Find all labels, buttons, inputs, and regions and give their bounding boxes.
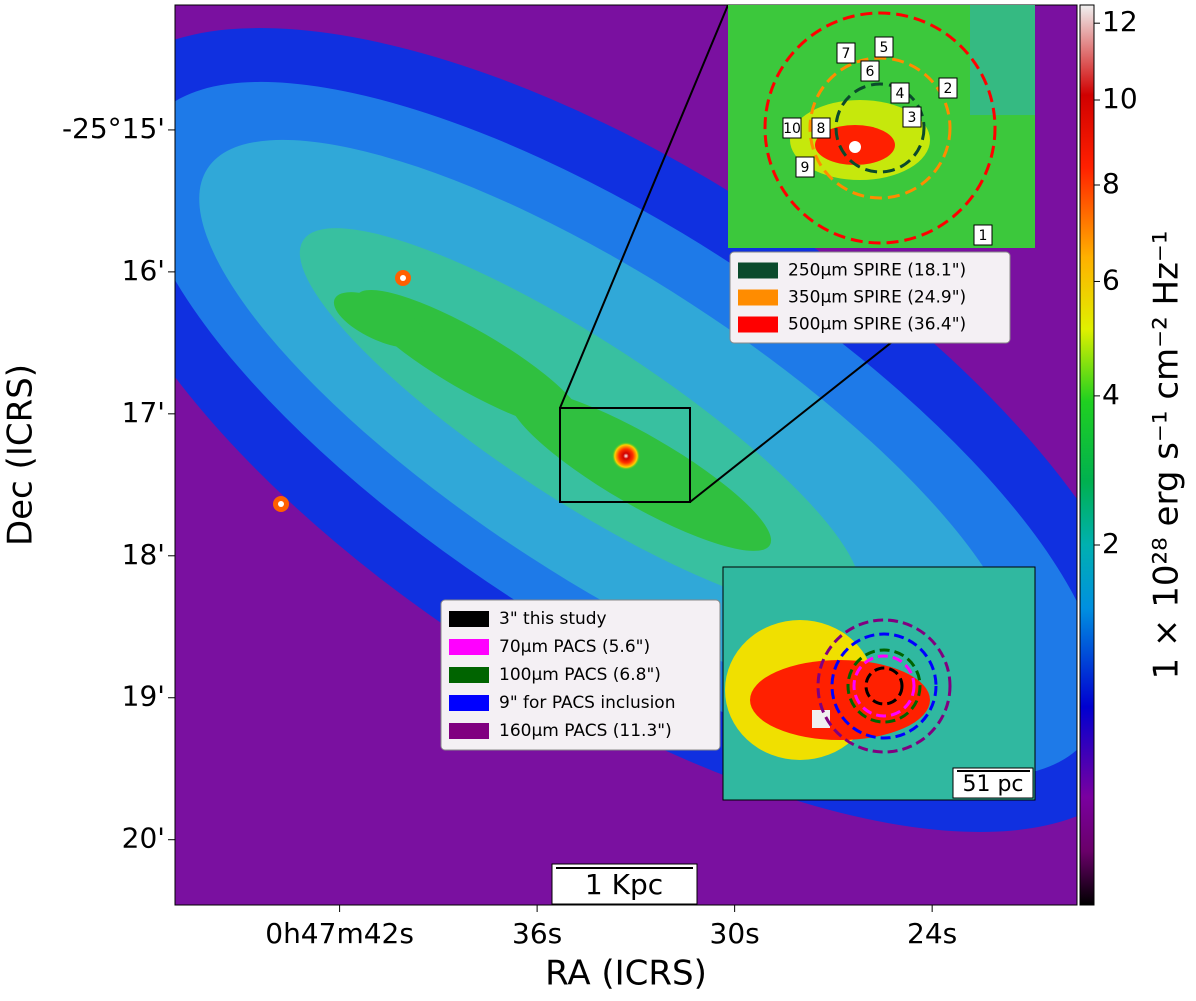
source-label-box <box>938 77 958 99</box>
legend-swatch <box>738 316 778 333</box>
beam-circle <box>834 82 926 174</box>
source-label: 8 <box>817 121 826 137</box>
source-label: 2 <box>944 81 953 97</box>
source-label: 3 <box>908 110 917 126</box>
x-tick-label: 36s <box>512 917 562 950</box>
colorbar-tick-label: 12 <box>1102 5 1138 38</box>
source-label: 5 <box>880 40 889 56</box>
zoom-line <box>559 4 729 409</box>
x-axis-label: RA (ICRS) <box>545 954 707 994</box>
beam-circle <box>830 632 938 740</box>
zoom-box <box>559 407 691 503</box>
source-label-box <box>973 224 993 246</box>
legend-swatch <box>449 639 489 655</box>
beam-circle <box>763 11 997 245</box>
legend-box <box>440 599 721 751</box>
beam-circle <box>816 618 952 754</box>
y-tick-label: -25°15' <box>62 112 165 145</box>
source-label: 7 <box>842 46 851 62</box>
y-tick-label: 18' <box>122 538 165 571</box>
x-tick-label: 30s <box>710 917 760 950</box>
legend-label: 350µm SPIRE (24.9") <box>788 288 966 308</box>
legend-label: 500µm SPIRE (36.4") <box>788 315 966 335</box>
inset-scale-bar-box <box>952 767 1034 799</box>
colorbar-tick-label: 10 <box>1102 82 1138 115</box>
y-tick-label: 20' <box>122 822 165 855</box>
y-axis-label: Dec (ICRS) <box>1 364 41 546</box>
inset-scale-bar-label: 51 pc <box>962 772 1023 797</box>
legend-swatch <box>449 611 489 627</box>
colorbar-tick-label: 4 <box>1102 378 1120 411</box>
inset-pacs <box>722 566 1036 801</box>
colorbar-tick-label: 2 <box>1102 527 1120 560</box>
y-tick-label: 17' <box>122 396 165 429</box>
source-label-box <box>811 117 831 139</box>
beam-circle <box>864 666 904 706</box>
source-label-box <box>902 106 922 128</box>
colorbar-tick-label: 8 <box>1102 167 1120 200</box>
beam-circle <box>808 56 952 200</box>
legend-swatch <box>449 723 489 739</box>
legend-label: 160µm PACS (11.3") <box>499 721 672 741</box>
colorbar-tick-label: 6 <box>1102 263 1120 296</box>
source-label-box <box>860 60 880 82</box>
source-label-box <box>795 156 815 178</box>
legend-swatch <box>449 667 489 683</box>
y-tick-label: 19' <box>122 680 165 713</box>
source-label-box <box>836 42 856 64</box>
beam-circle <box>852 654 916 718</box>
source-label-box <box>782 117 802 139</box>
source-label: 10 <box>783 121 801 137</box>
colorbar-label: 1 × 10²⁸ erg s⁻¹ cm⁻² Hz⁻¹ <box>1147 230 1187 679</box>
legend-swatch <box>738 289 778 306</box>
source-label: 4 <box>896 86 905 102</box>
source-label-box <box>874 36 894 58</box>
scale-bar-label: 1 Kpc <box>585 868 663 901</box>
legend-label: 100µm PACS (6.8") <box>499 665 661 685</box>
x-tick-label: 0h47m42s <box>265 917 414 950</box>
colorbar <box>1079 4 1095 906</box>
legend-label: 70µm PACS (5.6") <box>499 637 650 657</box>
legend-label: 3" this study <box>499 609 607 629</box>
legend-label: 9" for PACS inclusion <box>499 693 675 713</box>
legend-swatch <box>738 262 778 279</box>
source-label: 9 <box>801 160 810 176</box>
legend-label: 250µm SPIRE (18.1") <box>788 261 966 281</box>
scale-bar-box <box>551 863 698 905</box>
legend-box <box>729 251 1011 344</box>
source-label: 6 <box>866 64 875 80</box>
legend-swatch <box>449 695 489 711</box>
x-tick-label: 24s <box>907 917 957 950</box>
beam-circle <box>846 648 922 724</box>
source-label: 1 <box>979 228 988 244</box>
source-label-box <box>890 82 910 104</box>
y-tick-label: 16' <box>122 254 165 287</box>
plot-frame <box>174 4 1078 906</box>
